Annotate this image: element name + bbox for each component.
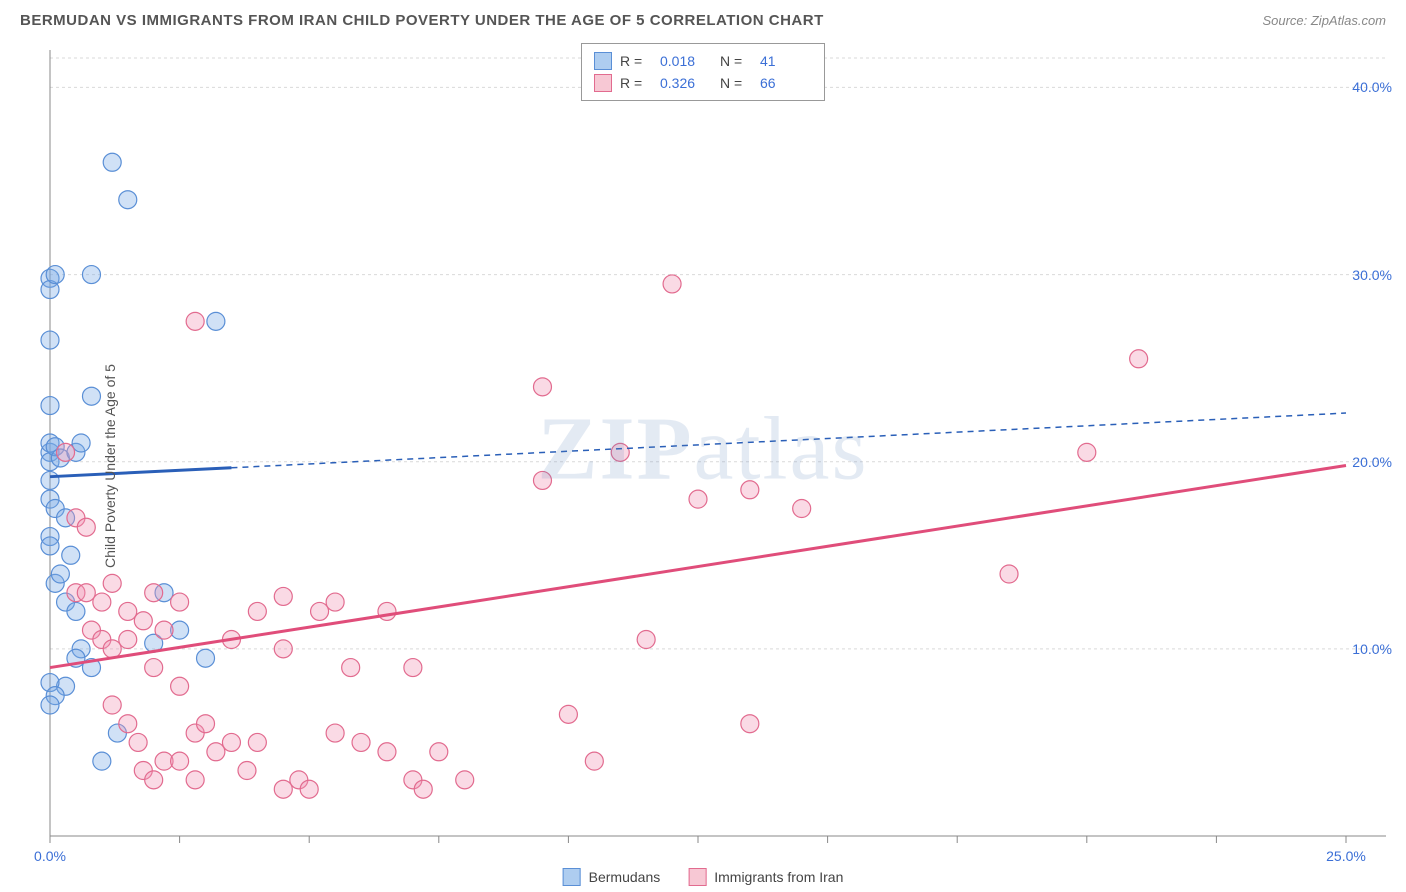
series-legend: Bermudans Immigrants from Iran — [563, 868, 844, 886]
y-axis-label: Child Poverty Under the Age of 5 — [102, 364, 118, 568]
legend-row: R = 0.326 N = 66 — [594, 72, 812, 94]
n-value: 66 — [760, 75, 812, 91]
legend-swatch-icon — [594, 74, 612, 92]
chart-area: ZIPatlas Child Poverty Under the Age of … — [0, 40, 1406, 892]
scatter-chart — [0, 40, 1406, 892]
n-value: 41 — [760, 53, 812, 69]
y-tick-label: 40.0% — [1352, 79, 1392, 95]
r-label: R = — [620, 75, 652, 91]
legend-label: Immigrants from Iran — [714, 869, 843, 885]
r-value: 0.326 — [660, 75, 712, 91]
n-label: N = — [720, 53, 752, 69]
x-tick-label: 0.0% — [34, 848, 66, 864]
r-label: R = — [620, 53, 652, 69]
legend-swatch-icon — [563, 868, 581, 886]
source-label: Source: ZipAtlas.com — [1262, 13, 1386, 28]
r-value: 0.018 — [660, 53, 712, 69]
legend-swatch-icon — [594, 52, 612, 70]
legend-label: Bermudans — [589, 869, 661, 885]
correlation-legend: R = 0.018 N = 41 R = 0.326 N = 66 — [581, 43, 825, 101]
legend-row: R = 0.018 N = 41 — [594, 50, 812, 72]
legend-item: Immigrants from Iran — [688, 868, 843, 886]
chart-title: BERMUDAN VS IMMIGRANTS FROM IRAN CHILD P… — [20, 12, 824, 29]
y-tick-label: 30.0% — [1352, 267, 1392, 283]
n-label: N = — [720, 75, 752, 91]
y-tick-label: 20.0% — [1352, 454, 1392, 470]
x-tick-label: 25.0% — [1326, 848, 1366, 864]
y-tick-label: 10.0% — [1352, 641, 1392, 657]
legend-swatch-icon — [688, 868, 706, 886]
legend-item: Bermudans — [563, 868, 661, 886]
